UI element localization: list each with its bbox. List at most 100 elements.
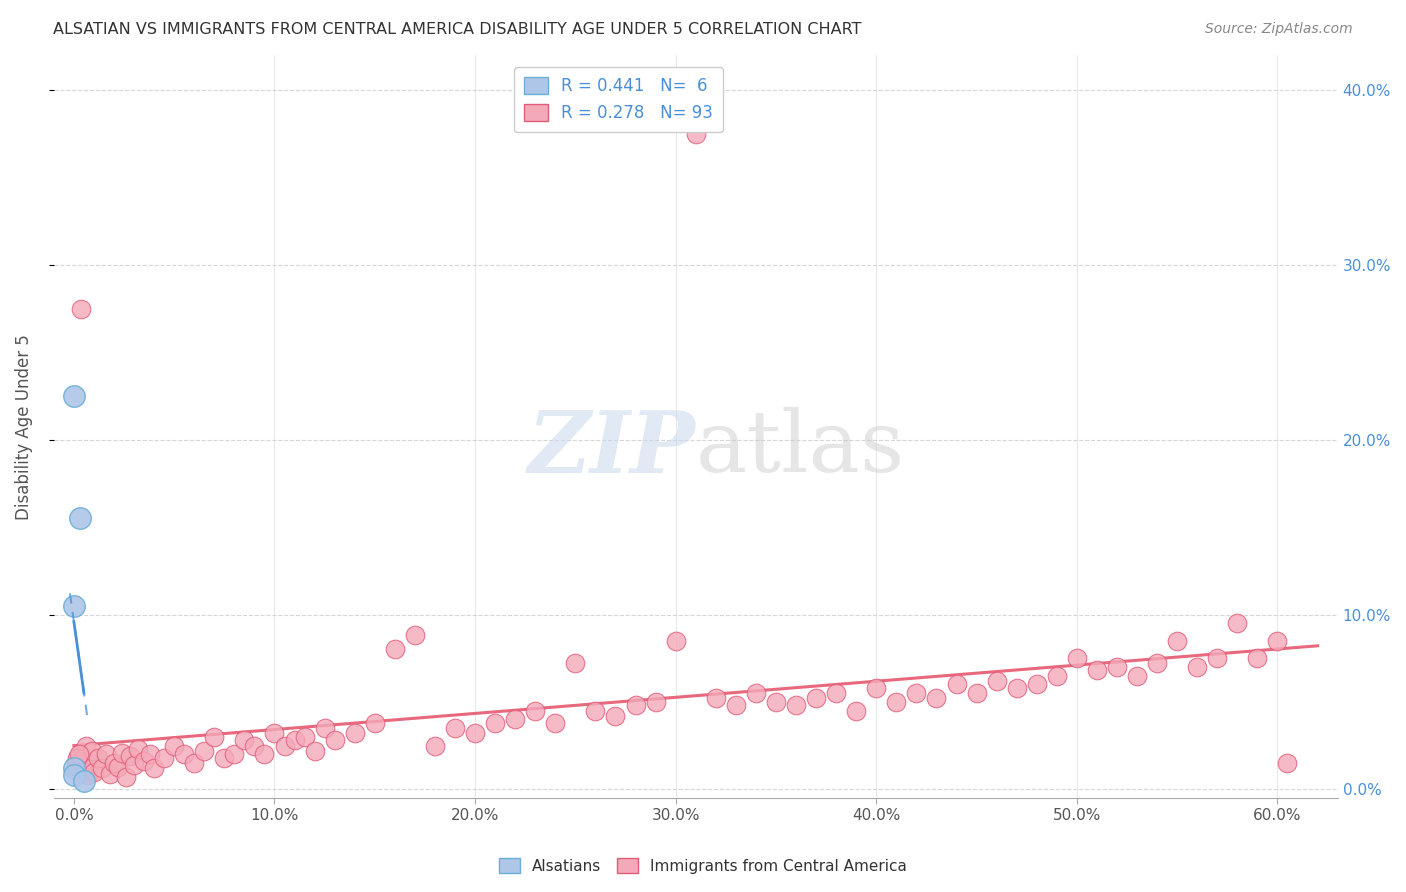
Point (63, 761, 86, 775)
Point (343, 726, 366, 740)
Point (945, 677, 967, 691)
Point (1066, 651, 1088, 665)
Point (905, 686, 928, 700)
Point (1046, 669, 1069, 683)
Point (925, 691, 948, 706)
Point (214, 751, 236, 765)
Point (69, 747, 91, 762)
Point (73, 764, 96, 779)
Point (202, 730, 225, 744)
Point (143, 761, 166, 775)
Point (1277, 756, 1299, 770)
Point (63, 599, 86, 613)
Point (724, 698, 747, 713)
Point (193, 744, 215, 758)
Point (79, 756, 101, 770)
Point (384, 642, 406, 657)
Point (253, 747, 276, 762)
Point (364, 715, 387, 730)
Point (304, 744, 326, 758)
Point (685, 127, 707, 141)
Point (665, 633, 688, 648)
Point (70, 751, 93, 765)
Point (1146, 657, 1168, 671)
Y-axis label: Disability Age Under 5: Disability Age Under 5 (15, 334, 32, 519)
Point (173, 747, 195, 762)
Point (1187, 660, 1209, 674)
Point (745, 686, 768, 700)
Point (1166, 633, 1188, 648)
Point (115, 770, 138, 784)
Point (263, 726, 285, 740)
Point (323, 733, 346, 747)
Point (1105, 660, 1128, 674)
Point (120, 749, 142, 764)
Point (233, 733, 256, 747)
Point (1246, 651, 1268, 665)
Point (785, 698, 807, 713)
Point (605, 709, 627, 723)
Point (986, 673, 1008, 688)
Point (77, 768, 100, 782)
Point (73, 773, 96, 788)
Point (107, 759, 129, 773)
Point (1126, 669, 1149, 683)
Point (704, 691, 727, 706)
Point (886, 695, 908, 709)
Point (423, 739, 446, 753)
Point (484, 715, 506, 730)
Point (544, 715, 567, 730)
Point (83, 764, 105, 779)
Legend: R = 0.441   N=  6, R = 0.278   N= 93: R = 0.441 N= 6, R = 0.278 N= 93 (515, 67, 723, 132)
Point (1226, 616, 1249, 631)
Point (624, 698, 647, 713)
Point (444, 721, 467, 735)
Point (865, 681, 887, 695)
Point (583, 704, 606, 718)
Text: ALSATIAN VS IMMIGRANTS FROM CENTRAL AMERICA DISABILITY AGE UNDER 5 CORRELATION C: ALSATIAN VS IMMIGRANTS FROM CENTRAL AMER… (53, 22, 862, 37)
Point (163, 739, 186, 753)
Point (80, 744, 103, 758)
Point (273, 739, 295, 753)
Point (87, 751, 110, 765)
Point (183, 756, 205, 770)
Point (644, 695, 666, 709)
Point (65, 756, 87, 770)
Point (845, 704, 868, 718)
Point (1206, 651, 1229, 665)
Point (67, 747, 90, 762)
Point (132, 755, 155, 769)
Point (804, 691, 827, 706)
Point (1267, 633, 1289, 648)
Point (70, 301, 93, 316)
Point (139, 747, 162, 762)
Point (98, 766, 121, 780)
Point (765, 695, 787, 709)
Point (283, 733, 305, 747)
Point (111, 746, 134, 760)
Point (153, 751, 176, 765)
Legend: Alsatians, Immigrants from Central America: Alsatians, Immigrants from Central Ameri… (492, 852, 914, 880)
Point (1005, 681, 1028, 695)
Point (243, 739, 266, 753)
Point (1085, 664, 1108, 678)
Point (224, 747, 246, 762)
Point (63, 768, 86, 782)
Point (1025, 677, 1047, 691)
Point (524, 704, 547, 718)
Point (122, 757, 145, 772)
Point (66, 761, 89, 775)
Point (63, 389, 86, 403)
Point (314, 721, 336, 735)
Point (103, 756, 125, 770)
Text: Source: ZipAtlas.com: Source: ZipAtlas.com (1205, 22, 1353, 37)
Point (127, 742, 149, 756)
Point (503, 713, 526, 727)
Point (294, 730, 316, 744)
Text: atlas: atlas (696, 408, 905, 491)
Point (404, 628, 426, 642)
Point (66, 751, 89, 765)
Point (564, 657, 586, 671)
Point (75, 739, 97, 753)
Point (464, 726, 486, 740)
